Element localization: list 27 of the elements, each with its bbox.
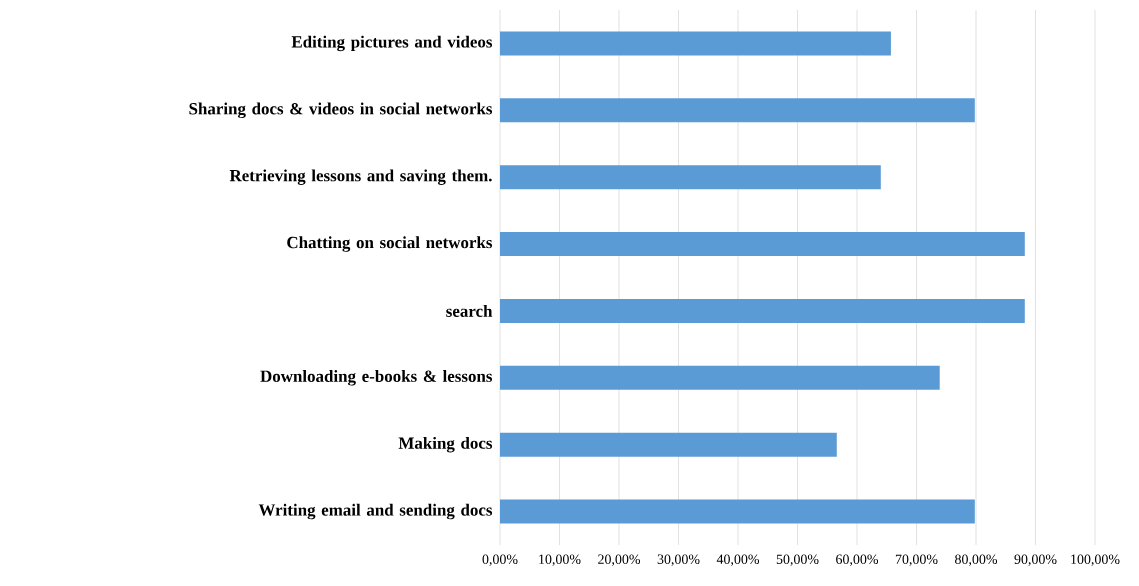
bar: [500, 98, 975, 123]
bar: [500, 499, 975, 524]
x-tick-label: 20,00%: [598, 554, 641, 566]
y-tick-label: Retrieving lessons and saving them.: [229, 169, 492, 185]
y-tick-label: Chatting on social networks: [287, 236, 493, 252]
y-tick-label: Making docs: [398, 436, 493, 453]
x-tick-label: 40,00%: [716, 554, 760, 566]
x-tick-label: 50,00%: [776, 554, 819, 566]
bar: [500, 31, 891, 56]
x-tick-label: 0,00%: [482, 554, 518, 566]
bar: [500, 365, 940, 390]
y-tick-label: Writing email and sending docs: [258, 503, 493, 520]
x-tick-label: 60,00%: [836, 554, 879, 566]
bar: [500, 232, 1025, 257]
y-tick-label: search: [446, 304, 493, 317]
y-tick-label: Downloading e-books & lessons: [260, 370, 493, 386]
x-tick-label: 80,00%: [955, 554, 998, 566]
bar: [500, 298, 1025, 323]
x-tick-label: 70,00%: [895, 554, 938, 566]
x-tick-label: 30,00%: [657, 554, 700, 566]
y-tick-label: Editing pictures and videos: [291, 35, 493, 52]
x-tick-label: 10,00%: [539, 554, 581, 566]
bar: [500, 165, 881, 190]
x-tick-label: 90,00%: [1014, 554, 1057, 566]
y-tick-label: Sharing docs & videos in social networks: [189, 102, 493, 119]
bar: [500, 432, 837, 457]
x-tick-label: 100,00%: [1071, 554, 1120, 566]
